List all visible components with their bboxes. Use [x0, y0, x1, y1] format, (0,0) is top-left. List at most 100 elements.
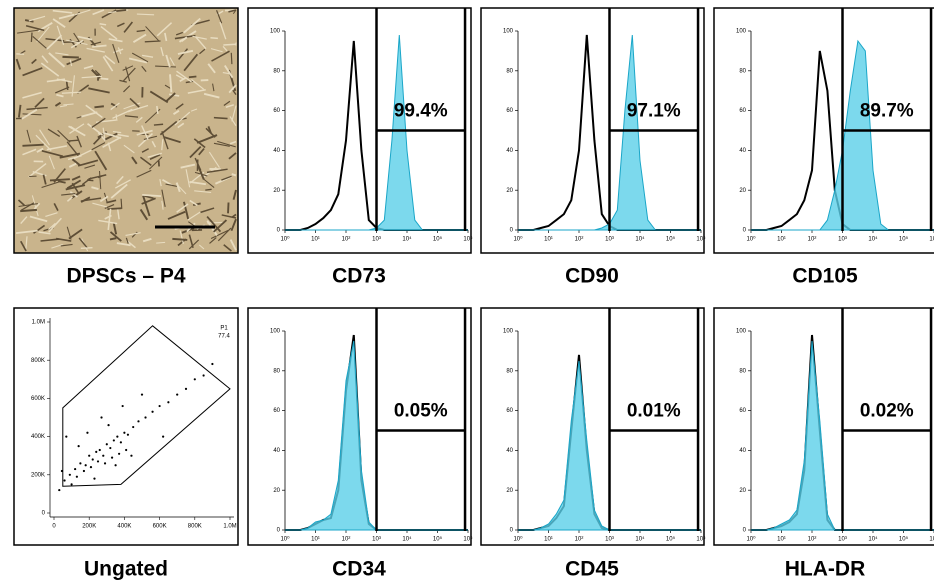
- point: [68, 473, 71, 476]
- cell-streak: [136, 29, 146, 33]
- point: [202, 374, 205, 377]
- cell-streak: [224, 65, 234, 79]
- cell-streak: [91, 117, 106, 128]
- cell-streak: [176, 70, 192, 83]
- point: [89, 466, 93, 469]
- cell-streak: [56, 25, 65, 45]
- cell-streak: [78, 237, 88, 249]
- cell-streak: [31, 195, 39, 217]
- point: [110, 456, 114, 459]
- cell-streak: [135, 116, 143, 123]
- cell-streak: [179, 77, 187, 82]
- cell-streak: [223, 43, 237, 46]
- cell-streak: [125, 115, 139, 118]
- x-tick-label: 10¹: [311, 237, 320, 243]
- cell-streak: [80, 247, 93, 249]
- cell-streak: [116, 208, 120, 220]
- area: [285, 340, 468, 531]
- y-tick-label: 800K: [31, 358, 45, 364]
- cell-streak: [136, 13, 155, 16]
- cell-streak: [104, 214, 112, 220]
- gate-percentage: 99.4%: [394, 101, 448, 122]
- cell-streak: [54, 101, 62, 107]
- cell-streak: [142, 193, 161, 198]
- cell-streak: [17, 29, 39, 34]
- cell-streak: [66, 39, 88, 46]
- x-tick-label: 10²: [808, 237, 817, 243]
- cell-streak: [77, 35, 93, 41]
- cell-streak: [222, 45, 228, 52]
- cell-streak: [22, 113, 42, 116]
- gate-name: P1: [220, 326, 228, 332]
- cell-streak: [41, 180, 61, 188]
- cell-streak: [161, 200, 164, 210]
- x-tick-label: 1.0M: [223, 524, 236, 530]
- cell-streak: [98, 170, 102, 190]
- panel-caption: CD105: [792, 265, 858, 288]
- cell-streak: [35, 134, 52, 151]
- area: [285, 34, 468, 231]
- cell-streak: [187, 211, 201, 221]
- cell-streak: [183, 17, 201, 34]
- cell-streak: [83, 65, 94, 70]
- x-tick-label: 400K: [117, 524, 131, 530]
- point: [100, 416, 103, 419]
- x-tick-label: 200K: [82, 524, 96, 530]
- panel-caption: Ungated: [84, 558, 168, 581]
- cell-streak: [49, 178, 70, 182]
- y-tick-label: 0: [277, 228, 281, 234]
- x-tick-label: 10⁶: [463, 536, 473, 543]
- cell-streak: [162, 179, 173, 187]
- cell-streak: [97, 174, 106, 179]
- cell-streak: [32, 35, 49, 51]
- cell-streak: [123, 21, 134, 33]
- cell-streak: [159, 179, 162, 187]
- cell-streak: [22, 91, 42, 99]
- cell-streak: [55, 52, 69, 56]
- cell-streak: [20, 240, 27, 252]
- cell-streak: [205, 127, 216, 138]
- cell-streak: [88, 87, 110, 94]
- y-tick-label: 40: [273, 148, 280, 154]
- y-tick-label: 20: [273, 488, 280, 494]
- cell-streak: [195, 36, 207, 50]
- point: [82, 469, 86, 473]
- cell-streak: [41, 55, 49, 64]
- cell-streak: [34, 97, 45, 108]
- cell-streak: [74, 9, 91, 16]
- x-tick-label: 10⁰: [280, 536, 290, 543]
- point: [118, 452, 121, 455]
- y-tick-label: 100: [270, 29, 281, 35]
- gate-percentage: 0.02%: [860, 401, 914, 422]
- cell-streak: [192, 35, 207, 40]
- cell-streak: [91, 142, 106, 151]
- x-tick-label: 10⁴: [402, 236, 412, 243]
- cell-streak: [155, 65, 176, 68]
- point: [77, 445, 80, 448]
- cell-streak: [47, 128, 61, 137]
- cell-streak: [93, 135, 102, 145]
- cell-streak: [61, 91, 81, 94]
- cell-streak: [36, 147, 44, 153]
- cell-streak: [190, 108, 198, 112]
- cell-streak: [65, 81, 69, 91]
- cell-streak: [116, 22, 125, 28]
- cell-streak: [203, 92, 220, 99]
- y-tick-label: 20: [273, 188, 280, 194]
- y-tick-label: 40: [273, 448, 280, 454]
- cell-streak: [116, 175, 124, 185]
- cell-streak: [153, 123, 164, 126]
- cell-streak: [175, 182, 181, 193]
- cell-streak: [156, 241, 166, 244]
- x-tick-label: 10⁰: [746, 236, 756, 243]
- cell-streak: [185, 80, 194, 84]
- cell-streak: [66, 57, 82, 66]
- cell-streak: [28, 163, 47, 178]
- x-tick-label: 10⁵: [899, 236, 909, 243]
- y-tick-label: 1.0M: [32, 320, 45, 326]
- x-tick-label: 10⁴: [635, 536, 645, 543]
- y-tick-label: 100: [503, 329, 514, 335]
- y-tick-label: 60: [506, 408, 513, 414]
- cell-streak: [213, 219, 228, 233]
